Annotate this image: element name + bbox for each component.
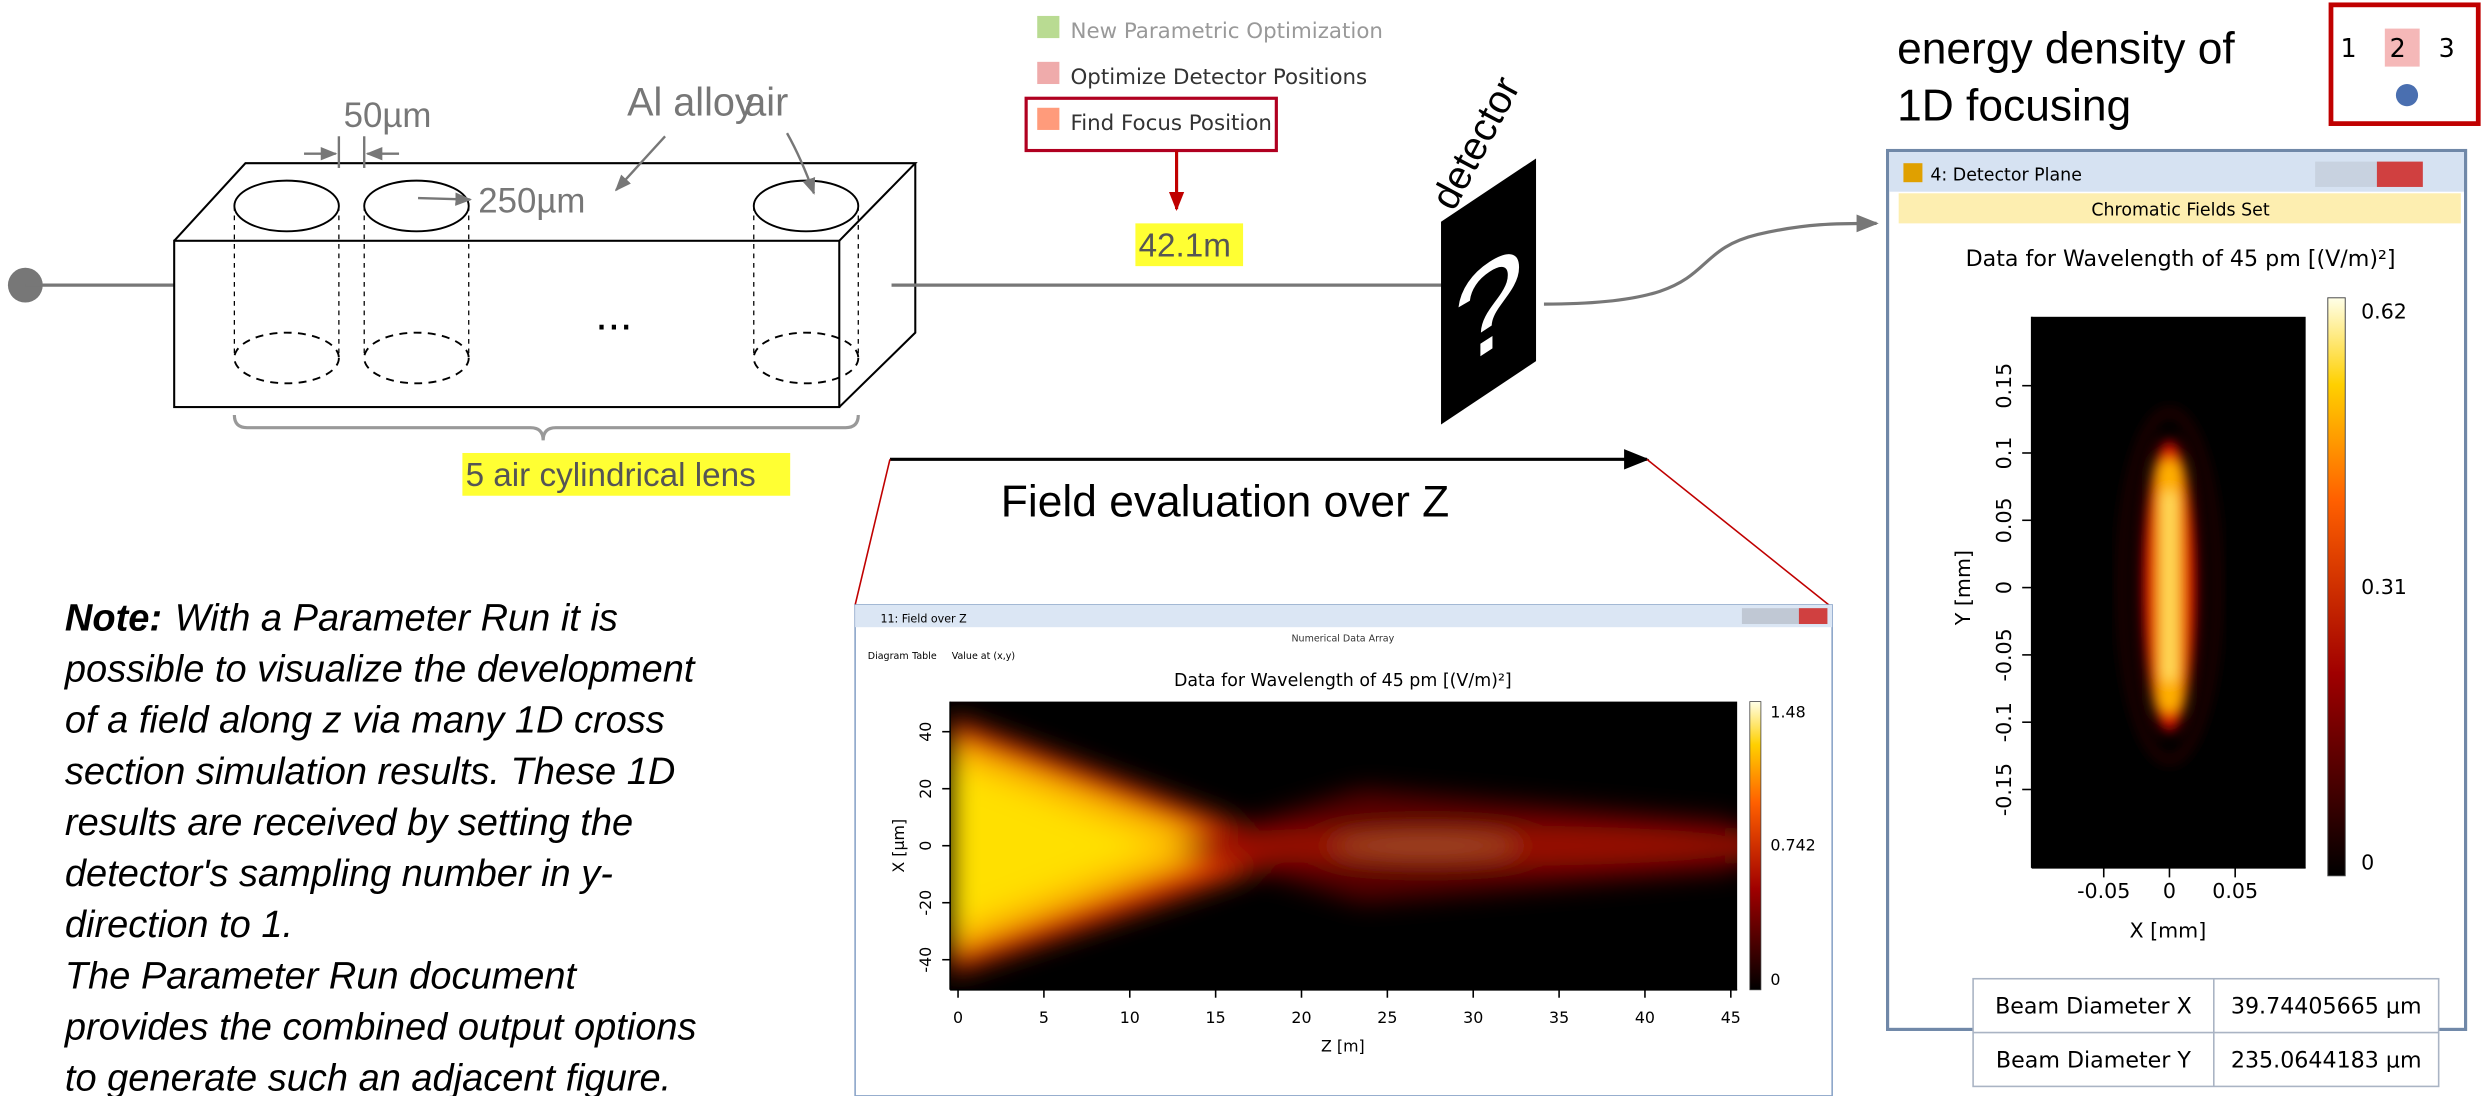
slide: 50µm 250µm Al alloy air ... 5 air cylind…: [0, 0, 2483, 1096]
x-tick-label: 10: [1120, 1008, 1140, 1027]
y-tick-label: -0.05: [1992, 628, 2016, 681]
window-subtitle: Numerical Data Array: [1291, 633, 1394, 644]
y-axis-label: X [µm]: [889, 819, 908, 873]
colorbar-label: 1.48: [1770, 702, 1805, 721]
x-tick-label: 20: [1291, 1008, 1311, 1027]
table-cell: Beam Diameter Y: [1996, 1047, 2192, 1073]
zoom-line: [855, 459, 890, 605]
colorbar-label: 0.742: [1770, 835, 1815, 854]
note-line: section simulation results. These 1D: [65, 751, 675, 793]
y-tick-label: 0: [916, 841, 935, 851]
x-tick-label: -0.05: [2077, 879, 2130, 903]
energy-title: 1D focusing: [1897, 81, 2131, 130]
connector: [1544, 223, 1877, 304]
y-tick-label: 0.1: [1992, 437, 2016, 470]
note-line: of a field along z via many 1D cross: [65, 700, 665, 742]
x-tick-label: 45: [1721, 1008, 1741, 1027]
detector-window: 4: Detector Plane Chromatic Fields Set Dat…: [1888, 151, 2466, 1087]
tab: Table: [911, 651, 937, 662]
energy-title: energy density of: [1897, 24, 2235, 73]
layout-button: 2: [2390, 33, 2406, 63]
x-tick-label: 0: [953, 1008, 963, 1027]
note-line: detector's sampling number in y-: [65, 853, 613, 895]
y-tick-label: -0.1: [1992, 702, 2016, 742]
page: 50µm 250µm Al alloy air ... 5 air cylind…: [0, 0, 2483, 1096]
x-tick-label: 0.05: [2212, 879, 2258, 903]
ellipsis: ...: [595, 290, 632, 339]
focus-result: 42.1m: [1139, 228, 1231, 265]
note-line: possible to visualize the development: [64, 648, 696, 690]
table-cell: 39.74405665 µm: [2231, 994, 2422, 1020]
table-cell: Beam Diameter X: [1995, 994, 2192, 1020]
lens-block: [8, 133, 1441, 440]
zoom-line: [1647, 459, 1829, 605]
y-axis-label: Y [mm]: [1951, 550, 1975, 626]
note-text: With a Parameter Run it is: [175, 597, 618, 639]
note-line: Note: With a Parameter Run it is: [65, 597, 618, 639]
y-tick-label: 0.05: [1992, 497, 2016, 543]
plot-title: Data for Wavelength of 45 pm [(V/m)²]: [1966, 246, 2396, 272]
note-line: direction to 1.: [65, 904, 293, 946]
x-tick-label: 30: [1463, 1008, 1483, 1027]
x-tick-label: 15: [1206, 1008, 1226, 1027]
note-line: to generate such an adjacent figure.: [65, 1058, 671, 1096]
colorbar-label: 0.62: [2361, 299, 2407, 323]
field-window: 11: Field over Z Numerical Data Array Diag…: [855, 605, 1832, 1096]
x-tick-label: 25: [1377, 1008, 1397, 1027]
diameter-label: 250µm: [478, 181, 585, 220]
y-tick-label: -20: [916, 890, 935, 916]
field-arrow-label: Field evaluation over Z: [1001, 477, 1449, 526]
gap-label: 50µm: [344, 96, 432, 135]
note: Note: With a Parameter Run it is possible …: [64, 597, 697, 1096]
menu-item: Find Focus Position: [1070, 111, 1272, 136]
y-tick-label: -0.15: [1992, 763, 2016, 816]
y-tick-label: -40: [916, 947, 935, 973]
note-line: provides the combined output options: [64, 1007, 697, 1049]
tab: Diagram: [868, 651, 909, 662]
note-line: The Parameter Run document: [65, 955, 578, 997]
y-tick-label: 0: [1992, 581, 2016, 594]
table-cell: 235.0644183 µm: [2231, 1047, 2422, 1073]
colorbar-label: 0: [2361, 850, 2374, 874]
lens-caption: 5 air cylindrical lens: [466, 457, 756, 494]
layout-button: 1: [2340, 33, 2356, 63]
x-tick-label: 0: [2163, 879, 2176, 903]
plot-title: Data for Wavelength of 45 pm [(V/m)²]: [1174, 671, 1512, 691]
y-tick-label: 40: [916, 722, 935, 742]
menu-item: Optimize Detector Positions: [1070, 65, 1367, 90]
window-title: 4: Detector Plane: [1930, 166, 2082, 186]
window-title: 11: Field over Z: [880, 612, 967, 625]
colorbar-label: 0.31: [2361, 575, 2407, 599]
note-heading: Note:: [65, 597, 162, 639]
y-tick-label: 0.15: [1992, 363, 2016, 409]
tab: Value at (x,y): [952, 651, 1015, 662]
window-subtitle: Chromatic Fields Set: [2091, 200, 2270, 220]
menu-item: New Parametric Optimization: [1070, 19, 1382, 44]
layout-icon: [2396, 84, 2418, 106]
colorbar-label: 0: [1770, 970, 1780, 989]
x-tick-label: 5: [1039, 1008, 1049, 1027]
layout-button: 3: [2439, 33, 2455, 63]
air-label: air: [744, 81, 788, 125]
material-label: Al alloy: [627, 81, 755, 125]
y-tick-label: 20: [916, 779, 935, 799]
x-tick-label: 35: [1549, 1008, 1569, 1027]
note-line: results are received by setting the: [65, 802, 633, 844]
x-axis-label: Z [m]: [1321, 1037, 1365, 1056]
x-tick-label: 40: [1635, 1008, 1655, 1027]
x-axis-label: X [mm]: [2129, 919, 2206, 943]
